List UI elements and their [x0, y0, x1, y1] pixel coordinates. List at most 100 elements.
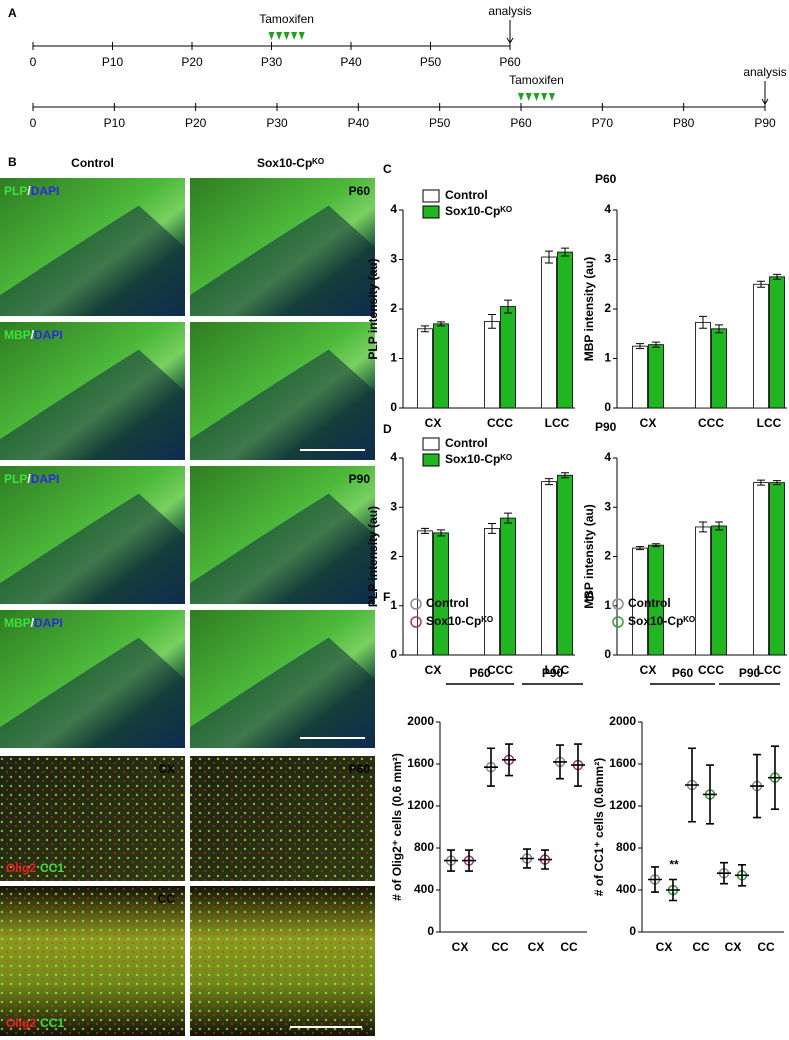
- age-label: P60: [349, 762, 371, 776]
- y-tick-label: 4: [604, 450, 611, 464]
- timeline-label: P60: [499, 55, 521, 69]
- y-tick-label: 0: [390, 400, 397, 414]
- stain-label: MBP/DAPI: [4, 616, 63, 630]
- y-tick-label: 1600: [407, 756, 434, 770]
- tamoxifen-arrowhead: [283, 32, 290, 40]
- sd-bar: [553, 744, 567, 780]
- x-tick-label: CC: [491, 940, 509, 954]
- bar: [541, 256, 557, 409]
- error-bar: [421, 325, 429, 333]
- tissue-texture: [0, 205, 185, 316]
- bar: [484, 528, 500, 656]
- stain-part: CC1: [40, 861, 64, 875]
- tamoxifen-arrowhead: [291, 32, 298, 40]
- y-tick-label: 3: [390, 499, 397, 513]
- legend-swatch: [410, 598, 422, 610]
- endpoint-label: analysis: [488, 4, 531, 18]
- y-tick-label: 1: [604, 598, 611, 612]
- column-header: Control: [71, 156, 114, 170]
- timeline-label: P80: [673, 116, 695, 130]
- sd-bar: [685, 747, 699, 823]
- bar: [632, 345, 648, 409]
- error-bar: [773, 480, 781, 486]
- stain-part: PLP: [4, 472, 27, 486]
- y-tick-label: 1200: [407, 798, 434, 812]
- bar: [753, 482, 769, 656]
- x-tick-label: LCC: [545, 416, 570, 430]
- y-tick-label: 3: [390, 252, 397, 266]
- timeline-label: P90: [754, 116, 776, 130]
- y-tick-label: 3: [604, 499, 611, 513]
- legend-label: Sox10-Cpᴷᴼ: [445, 204, 512, 218]
- bar: [541, 481, 557, 656]
- legend-swatch: [612, 616, 624, 628]
- stain-label: Olig2 CC1: [6, 861, 64, 875]
- bar: [695, 526, 711, 656]
- y-tick-label: 0: [427, 924, 434, 938]
- legend-swatch: [410, 616, 422, 628]
- x-tick-label: LCC: [545, 663, 570, 677]
- sd-bar: [648, 866, 662, 893]
- micrograph-cells: [0, 886, 185, 1036]
- sd-bar: [520, 848, 534, 869]
- tamoxifen-arrowhead: [276, 32, 283, 40]
- error-bar: [636, 343, 644, 350]
- x-tick-label: CC: [757, 940, 775, 954]
- stain-part: /: [31, 328, 35, 342]
- column-header: Sox10-Cpᴷᴼ: [257, 156, 324, 170]
- stain-label: PLP/DAPI: [4, 184, 59, 198]
- y-tick-label: 1: [604, 351, 611, 365]
- x-tick-label: CX: [640, 663, 657, 677]
- y-axis-title: PLP intensity (au): [366, 258, 380, 359]
- sd-bar: [502, 743, 516, 777]
- y-axis-title: MBP intensity (au): [582, 257, 596, 361]
- micrograph-cells: [0, 756, 185, 881]
- region-label: CX: [158, 762, 175, 776]
- stain-part: DAPI: [31, 184, 60, 198]
- legend-swatch: [422, 189, 440, 203]
- timeline-label: P20: [185, 116, 207, 130]
- bar: [711, 328, 727, 409]
- x-tick-label: CX: [656, 940, 673, 954]
- y-tick-label: 2: [390, 549, 397, 563]
- y-tick-label: 2000: [609, 714, 636, 728]
- legend-label: Control: [426, 596, 469, 610]
- timeline-label: P10: [104, 116, 126, 130]
- sd-bar: [571, 743, 585, 787]
- region-label: CC: [158, 892, 176, 906]
- tamoxifen-arrowhead: [533, 93, 540, 101]
- stain-part: DAPI: [34, 328, 63, 342]
- y-tick-label: 1: [390, 351, 397, 365]
- age-label: P90: [349, 472, 371, 486]
- bar: [557, 474, 573, 656]
- error-bar: [437, 529, 445, 537]
- timeline-label: P60: [510, 116, 532, 130]
- legend-swatch: [422, 437, 440, 451]
- sd-bar: [768, 745, 782, 810]
- y-tick-label: 0: [629, 924, 636, 938]
- timeline-label: 0: [30, 55, 37, 69]
- stain-part: /: [31, 616, 35, 630]
- y-tick-label: 2000: [407, 714, 434, 728]
- timeline-label: P30: [266, 116, 288, 130]
- tamoxifen-arrowhead: [525, 93, 532, 101]
- timeline-label: P40: [348, 116, 370, 130]
- timeline-label: P70: [592, 116, 614, 130]
- x-tick-label: CX: [725, 940, 742, 954]
- y-axis-title: PLP intensity (au): [366, 506, 380, 607]
- error-bar: [715, 324, 723, 334]
- x-tick-label: CCC: [487, 663, 513, 677]
- bar: [417, 530, 433, 656]
- chart-title: P90: [595, 420, 617, 434]
- sd-bar: [538, 849, 552, 870]
- endpoint-arrow: [506, 20, 514, 44]
- y-tick-label: 0: [604, 647, 611, 661]
- error-bar: [545, 478, 553, 486]
- bar: [695, 321, 711, 409]
- y-tick-label: 800: [414, 840, 434, 854]
- x-tick-label: CCC: [487, 416, 513, 430]
- legend-swatch: [422, 453, 440, 467]
- bar: [648, 344, 664, 409]
- y-tick-label: 400: [616, 882, 636, 896]
- timeline-label: 0: [30, 116, 37, 130]
